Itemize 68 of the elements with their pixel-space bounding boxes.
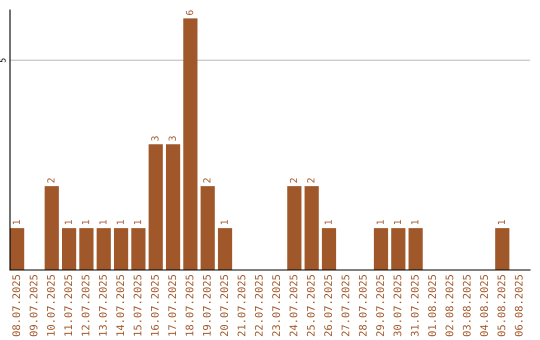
data-label: 3 [168,136,176,141]
bar [322,228,336,270]
x-tick-label: 26.07.2025 [324,275,332,336]
x-tick-label: 18.07.2025 [186,275,194,336]
x-tick-label: 17.07.2025 [168,275,176,336]
data-label: 2 [290,178,298,183]
bar [408,228,423,270]
x-tick-label: 20.07.2025 [220,275,228,336]
bar [62,228,76,270]
x-tick-label: 09.07.2025 [30,275,38,336]
x-tick-label: 19.07.2025 [202,275,211,336]
bar [131,228,146,270]
x-tick-label: 03.08.2025 [462,275,471,336]
data-label: 1 [82,220,90,224]
x-tick-label: 30.07.2025 [393,275,402,336]
data-label: 1 [116,220,124,224]
data-label: 2 [203,178,210,183]
x-tick-label: 13.07.2025 [98,275,107,336]
x-tick-label: 11.07.2025 [64,275,72,336]
x-tick-label: 01.08.2025 [428,275,436,336]
data-label: 3 [151,136,159,141]
bar [10,228,24,270]
bar [200,186,215,270]
bar [287,186,302,270]
x-tick-label: 21.07.2025 [238,275,246,336]
bar [79,228,94,270]
x-tick-label: 06.08.2025 [514,275,523,336]
x-tick-label: 25.07.2025 [306,275,315,336]
data-label: 1 [64,220,72,224]
x-tick-label: 23.07.2025 [272,275,280,336]
bar [218,228,232,270]
data-label: 1 [220,220,228,224]
data-label: 2 [47,178,54,183]
x-tick-label: 14.07.2025 [116,275,124,336]
data-label: 1 [99,220,106,224]
x-tick-label: 29.07.2025 [376,275,384,336]
bar [114,228,128,270]
x-tick-label: 08.07.2025 [12,275,20,336]
x-tick-label: 02.08.2025 [445,275,454,336]
x-tick-label: 05.08.2025 [497,275,506,336]
data-label: 6 [186,10,194,15]
data-label: 1 [394,220,402,224]
data-label: 2 [307,178,314,183]
data-label: 1 [411,220,418,224]
data-label: 1 [134,220,142,224]
x-tick-label: 12.07.2025 [82,275,90,336]
x-tick-label: 27.07.2025 [342,275,350,336]
bar [183,18,198,270]
bar [96,228,111,270]
bar [304,186,319,270]
data-label: 1 [324,220,332,224]
data-label: 1 [12,220,20,224]
x-tick-label: 15.07.2025 [134,275,142,336]
x-tick-label: 04.08.2025 [480,275,488,336]
bar [44,186,59,270]
bar [148,144,163,270]
x-tick-label: 24.07.2025 [290,275,298,336]
data-label: 1 [498,220,505,224]
x-tick-label: 10.07.2025 [46,275,55,336]
x-tick-label: 16.07.2025 [150,275,159,336]
x-tick-label: 22.07.2025 [254,275,263,336]
x-tick-label: 28.07.2025 [358,275,367,336]
bar [166,144,180,270]
bar [495,228,510,270]
bar [374,228,388,270]
data-label: 1 [376,220,384,224]
x-tick-label: 31.07.2025 [410,275,419,336]
bar [391,228,406,270]
